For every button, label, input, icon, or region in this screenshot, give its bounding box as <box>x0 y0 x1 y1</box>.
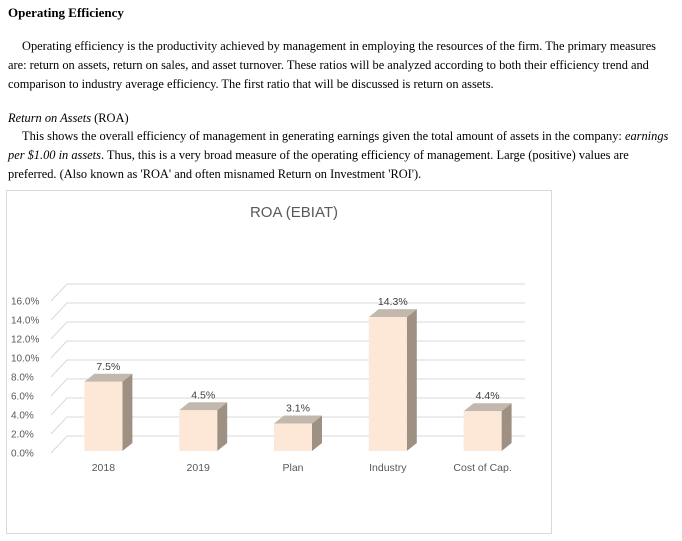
bar-top <box>463 403 512 412</box>
bar-side <box>501 403 512 451</box>
bar <box>463 411 502 451</box>
data-label: 7.5% <box>96 361 120 373</box>
roa-chart: ROA (EBIAT) 0.0% 2.0% 4.0% 6.0% 8.0% 10.0% 12.… <box>6 190 552 534</box>
y-tick-label: 0.0% <box>11 449 34 460</box>
intro-paragraph-text: Operating efficiency is the productivity… <box>8 39 657 91</box>
bar <box>368 317 407 451</box>
roa-paragraph-part1: This shows the overall efficiency of man… <box>22 129 625 143</box>
bar-side <box>217 402 228 451</box>
roa-paragraph-part2: . Thus, this is a very broad measure of … <box>8 148 629 181</box>
gridline <box>50 321 525 340</box>
y-tick-label: 14.0% <box>11 316 39 327</box>
gridline <box>50 283 525 302</box>
y-tick-label: 2.0% <box>11 430 34 441</box>
roa-paragraph: This shows the overall efficiency of man… <box>8 127 674 184</box>
x-category-label: 2019 <box>187 462 211 474</box>
y-tick-label: 8.0% <box>11 373 34 384</box>
roa-heading: Return on Assets (ROA) <box>8 109 674 128</box>
bar-side <box>406 309 417 451</box>
bar-side <box>122 373 133 451</box>
gridline <box>50 302 525 321</box>
bar-top <box>179 402 228 411</box>
x-category-label: Industry <box>369 462 407 474</box>
roa-chart-svg: ROA (EBIAT) 0.0% 2.0% 4.0% 6.0% 8.0% 10.0% 12.… <box>11 204 525 474</box>
gridline <box>50 340 525 359</box>
data-label: 14.3% <box>378 296 408 308</box>
bar-side <box>312 415 322 451</box>
bar-top <box>84 373 133 382</box>
y-tick-label: 12.0% <box>11 335 39 346</box>
roa-heading-plain: (ROA) <box>91 111 129 125</box>
data-label: 3.1% <box>286 403 310 415</box>
roa-heading-italic: Return on Assets <box>8 111 92 125</box>
bar-top <box>274 415 322 424</box>
y-tick-label: 6.0% <box>11 392 34 403</box>
x-category-label: 2018 <box>92 462 116 474</box>
intro-paragraph: Operating efficiency is the productivity… <box>8 37 674 94</box>
bar <box>84 381 123 451</box>
data-label: 4.5% <box>191 389 215 401</box>
x-category-label: Cost of Cap. <box>453 462 511 474</box>
bar-top <box>368 309 417 318</box>
data-label: 4.4% <box>476 390 500 402</box>
roa-paragraph-italic: earnings per $1.00 in assets <box>8 129 669 162</box>
y-tick-label: 4.0% <box>11 411 34 422</box>
y-tick-label: 16.0% <box>11 297 39 308</box>
x-category-label: Plan <box>282 462 303 474</box>
y-tick-label: 10.0% <box>11 354 39 365</box>
bar <box>274 423 312 451</box>
section-title: Operating Efficiency <box>8 5 124 20</box>
chart-title: ROA (EBIAT) <box>250 204 338 221</box>
bar <box>179 410 218 451</box>
